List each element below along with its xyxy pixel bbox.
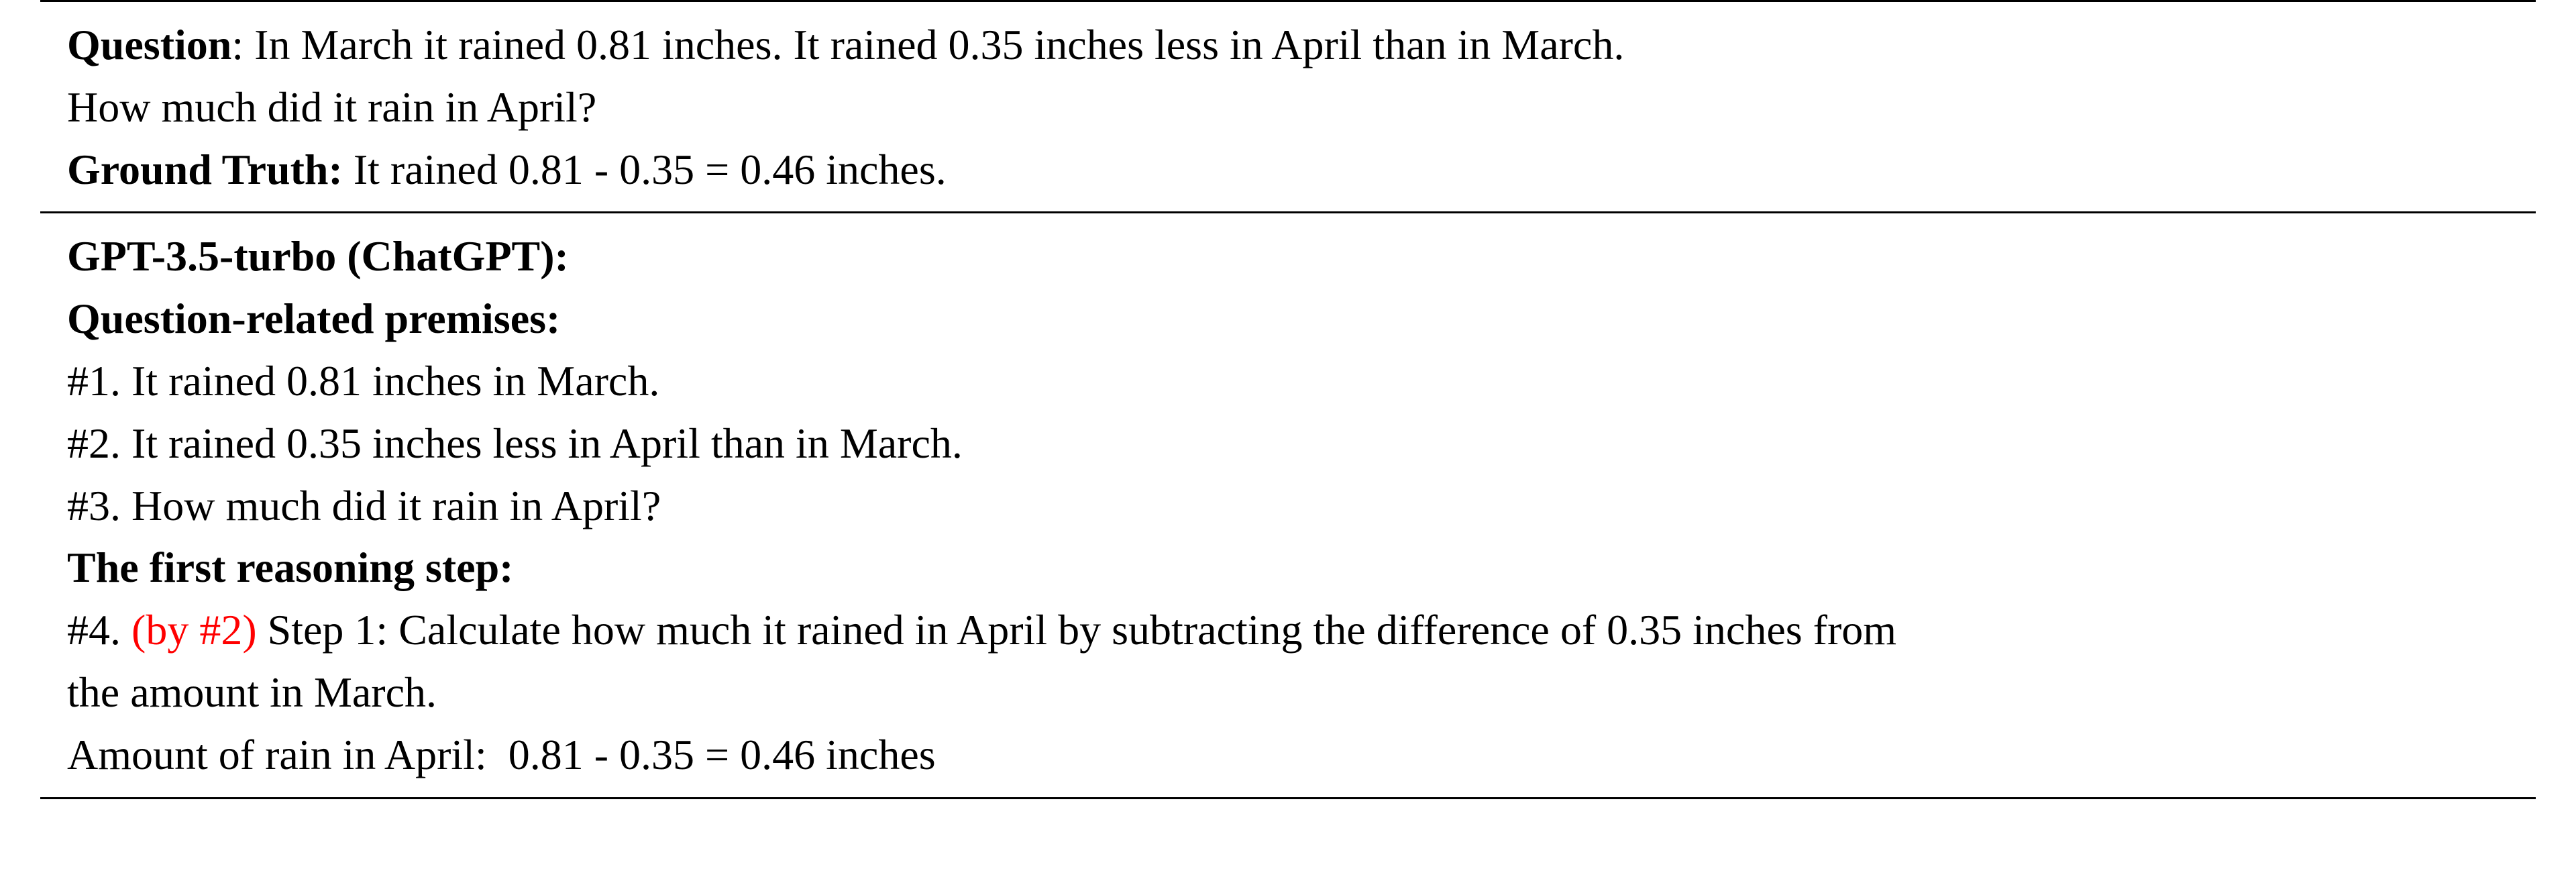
question-label: Question bbox=[67, 21, 231, 68]
model-label: GPT-3.5-turbo (ChatGPT): bbox=[67, 225, 2509, 288]
answer-block: GPT-3.5-turbo (ChatGPT): Question-relate… bbox=[40, 213, 2536, 797]
ground-truth-line: Ground Truth: It rained 0.81 - 0.35 = 0.… bbox=[67, 139, 2509, 201]
step-text-1: Step 1: Calculate how much it rained in … bbox=[257, 606, 1896, 654]
question-line-1: Question: In March it rained 0.81 inches… bbox=[67, 14, 2509, 76]
ground-truth-text: It rained 0.81 - 0.35 = 0.46 inches. bbox=[343, 146, 947, 193]
step-label: The first reasoning step: bbox=[67, 537, 2509, 599]
step-number: #4. bbox=[67, 606, 131, 654]
question-text-1: In March it rained 0.81 inches. It raine… bbox=[254, 21, 1624, 68]
step-citation: (by #2) bbox=[131, 606, 257, 654]
figure-page: Question: In March it rained 0.81 inches… bbox=[0, 0, 2576, 871]
step-text-2: the amount in March. bbox=[67, 668, 437, 716]
question-block: Question: In March it rained 0.81 inches… bbox=[40, 2, 2536, 211]
question-text-2: How much did it rain in April? bbox=[67, 83, 596, 131]
ground-truth-label: Ground Truth: bbox=[67, 146, 343, 193]
premise-3: #3. How much did it rain in April? bbox=[67, 475, 2509, 537]
step-result: Amount of rain in April: 0.81 - 0.35 = 0… bbox=[67, 724, 2509, 786]
step-line-2: the amount in March. bbox=[67, 662, 2509, 724]
premises-label: Question-related premises: bbox=[67, 288, 2509, 350]
premise-2: #2. It rained 0.35 inches less in April … bbox=[67, 413, 2509, 475]
question-line-2: How much did it rain in April? bbox=[67, 76, 2509, 139]
premise-1: #1. It rained 0.81 inches in March. bbox=[67, 350, 2509, 413]
question-sep: : bbox=[231, 21, 254, 68]
bottom-rule bbox=[40, 797, 2536, 799]
step-line-1: #4. (by #2) Step 1: Calculate how much i… bbox=[67, 599, 2509, 662]
